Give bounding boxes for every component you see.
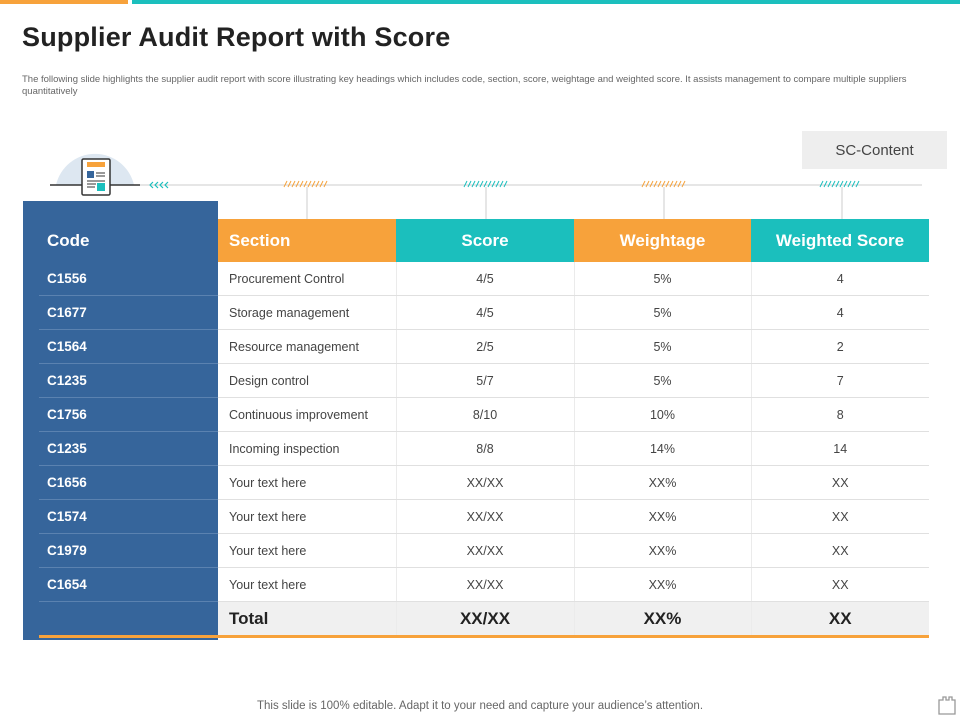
cell-section: Your text here bbox=[218, 533, 397, 568]
cell-section: Continuous improvement bbox=[218, 397, 397, 432]
table-row: C1235 Incoming inspection 8/8 14% 14 bbox=[39, 431, 929, 466]
cell-weighted-score: XX bbox=[751, 567, 929, 602]
cell-code: C1654 bbox=[39, 567, 218, 602]
cell-section: Resource management bbox=[218, 329, 397, 364]
table-row: C1564 Resource management 2/5 5% 2 bbox=[39, 329, 929, 364]
cell-weightage: XX% bbox=[574, 465, 752, 500]
header-score: Score bbox=[396, 219, 574, 262]
cell-section: Your text here bbox=[218, 465, 397, 500]
cell-code: C1979 bbox=[39, 533, 218, 568]
table-row: C1556 Procurement Control 4/5 5% 4 bbox=[39, 262, 929, 296]
tab-page-icon bbox=[938, 696, 956, 715]
hatch-marker-3 bbox=[641, 180, 686, 188]
cell-section: Incoming inspection bbox=[218, 431, 397, 466]
total-weighted-score: XX bbox=[751, 601, 929, 638]
cell-code: C1556 bbox=[39, 262, 218, 296]
sc-content-badge: SC-Content bbox=[802, 131, 947, 169]
cell-section: Design control bbox=[218, 363, 397, 398]
cell-weightage: 14% bbox=[574, 431, 752, 466]
total-code-cell bbox=[39, 601, 218, 638]
cell-score: 4/5 bbox=[396, 295, 575, 330]
cell-code: C1756 bbox=[39, 397, 218, 432]
cell-section: Your text here bbox=[218, 567, 397, 602]
cell-score: 4/5 bbox=[396, 262, 575, 296]
cell-weighted-score: XX bbox=[751, 533, 929, 568]
cell-weighted-score: 14 bbox=[751, 431, 929, 466]
table-row: C1979 Your text here XX/XX XX% XX bbox=[39, 533, 929, 568]
header-decoration bbox=[50, 153, 922, 219]
cell-weightage: 5% bbox=[574, 363, 752, 398]
header-code: Code bbox=[47, 230, 90, 250]
table-row: C1235 Design control 5/7 5% 7 bbox=[39, 363, 929, 398]
connector-lines bbox=[306, 187, 843, 219]
cell-weightage: XX% bbox=[574, 499, 752, 534]
top-accent-orange bbox=[0, 0, 128, 4]
cell-weighted-score: 2 bbox=[751, 329, 929, 364]
cell-code: C1235 bbox=[39, 363, 218, 398]
hatch-marker-4 bbox=[819, 180, 860, 188]
cell-score: 8/10 bbox=[396, 397, 575, 432]
table-row: C1756 Continuous improvement 8/10 10% 8 bbox=[39, 397, 929, 432]
total-row: Total XX/XX XX% XX bbox=[39, 601, 929, 638]
cell-score: XX/XX bbox=[396, 533, 575, 568]
hatch-marker-1 bbox=[283, 180, 328, 188]
cell-code: C1235 bbox=[39, 431, 218, 466]
cell-weightage: XX% bbox=[574, 567, 752, 602]
cell-weightage: 10% bbox=[574, 397, 752, 432]
cell-weightage: 5% bbox=[574, 295, 752, 330]
cell-weighted-score: 8 bbox=[751, 397, 929, 432]
cell-code: C1677 bbox=[39, 295, 218, 330]
cell-weightage: XX% bbox=[574, 533, 752, 568]
top-accent-teal bbox=[132, 0, 960, 4]
table-row: C1677 Storage management 4/5 5% 4 bbox=[39, 295, 929, 330]
audit-table-container: Code Section Score Weightage Weighted Sc… bbox=[39, 219, 929, 638]
cell-weighted-score: XX bbox=[751, 465, 929, 500]
total-label: Total bbox=[218, 601, 397, 638]
cell-section: Procurement Control bbox=[218, 262, 397, 296]
hatch-marker-2 bbox=[463, 180, 508, 188]
footer-note: This slide is 100% editable. Adapt it to… bbox=[256, 700, 704, 712]
cell-section: Storage management bbox=[218, 295, 397, 330]
cell-section: Your text here bbox=[218, 499, 397, 534]
cell-code: C1564 bbox=[39, 329, 218, 364]
cell-weightage: 5% bbox=[574, 329, 752, 364]
cell-score: 8/8 bbox=[396, 431, 575, 466]
cell-score: 2/5 bbox=[396, 329, 575, 364]
header-weighted-score: Weighted Score bbox=[751, 219, 929, 262]
table-header-row: Code Section Score Weightage Weighted Sc… bbox=[39, 219, 929, 262]
cell-code: C1574 bbox=[39, 499, 218, 534]
cell-score: XX/XX bbox=[396, 499, 575, 534]
table-row: C1654 Your text here XX/XX XX% XX bbox=[39, 567, 929, 602]
audit-table: Code Section Score Weightage Weighted Sc… bbox=[39, 219, 929, 638]
page-title: Supplier Audit Report with Score bbox=[22, 22, 451, 52]
report-document-icon bbox=[81, 158, 111, 196]
table-row: C1656 Your text here XX/XX XX% XX bbox=[39, 465, 929, 500]
table-row: C1574 Your text here XX/XX XX% XX bbox=[39, 499, 929, 534]
total-weightage: XX% bbox=[574, 601, 752, 638]
cell-weighted-score: 7 bbox=[751, 363, 929, 398]
cell-score: 5/7 bbox=[396, 363, 575, 398]
cell-weighted-score: 4 bbox=[751, 262, 929, 296]
header-weightage: Weightage bbox=[574, 219, 751, 262]
cell-weightage: 5% bbox=[574, 262, 752, 296]
cell-weighted-score: XX bbox=[751, 499, 929, 534]
cell-weighted-score: 4 bbox=[751, 295, 929, 330]
chevron-marker bbox=[149, 181, 169, 189]
cell-score: XX/XX bbox=[396, 465, 575, 500]
header-section: Section bbox=[218, 219, 396, 262]
page-subtitle: The following slide highlights the suppl… bbox=[22, 74, 907, 97]
cell-code: C1656 bbox=[39, 465, 218, 500]
total-score: XX/XX bbox=[396, 601, 575, 638]
cell-score: XX/XX bbox=[396, 567, 575, 602]
